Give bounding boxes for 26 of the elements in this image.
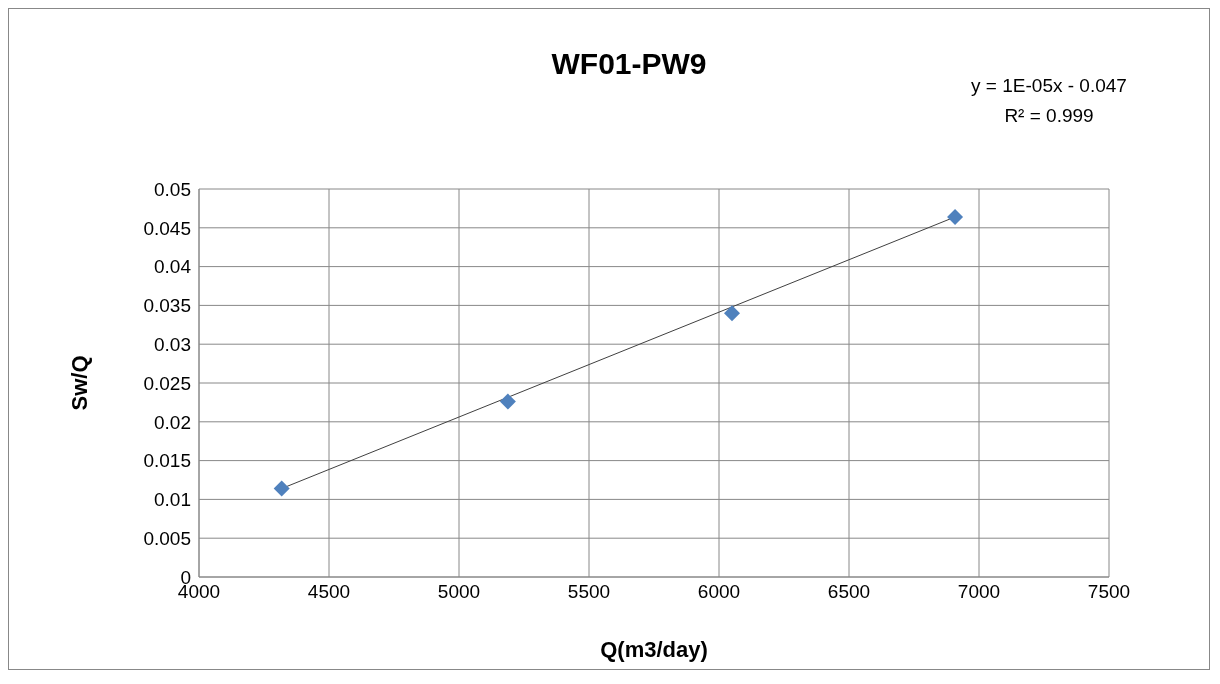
text: R² = 0.999 — [1003, 104, 1095, 128]
point — [273, 480, 290, 497]
y-tick-label: 0.015 — [143, 450, 191, 472]
y-tick-label: 0.03 — [154, 333, 191, 355]
x-tick-label: 5000 — [437, 581, 481, 603]
y-tick-label: 0.025 — [143, 372, 191, 394]
y-tick-label: 0.045 — [143, 217, 191, 239]
y-tick-label: 0.05 — [154, 178, 191, 200]
point — [724, 305, 740, 322]
y-tick-label: 0.005 — [143, 527, 191, 549]
x-tick-label: 4500 — [307, 581, 351, 603]
y-tick-label: 0.01 — [154, 489, 191, 511]
x-tick-label: 7500 — [1087, 581, 1131, 603]
y-tick-label: 0.035 — [143, 295, 191, 317]
x-tick-label: 5500 — [567, 581, 611, 603]
chart-title: WF01-PW9 — [551, 47, 707, 80]
text: y = 1E-05x - 0.047 — [970, 74, 1128, 98]
x-tick-label: 7000 — [957, 581, 1001, 603]
y-tick-label: 0.04 — [154, 256, 192, 278]
point — [499, 393, 516, 410]
x-axis-title: Q(m3/day) — [600, 637, 708, 662]
y-tick-label: 0.02 — [154, 411, 191, 433]
x-tick-label: 6000 — [697, 581, 741, 603]
x-tick-label: 6500 — [827, 581, 871, 603]
y-axis-title: Sw/Q — [66, 355, 92, 411]
point — [947, 208, 964, 225]
